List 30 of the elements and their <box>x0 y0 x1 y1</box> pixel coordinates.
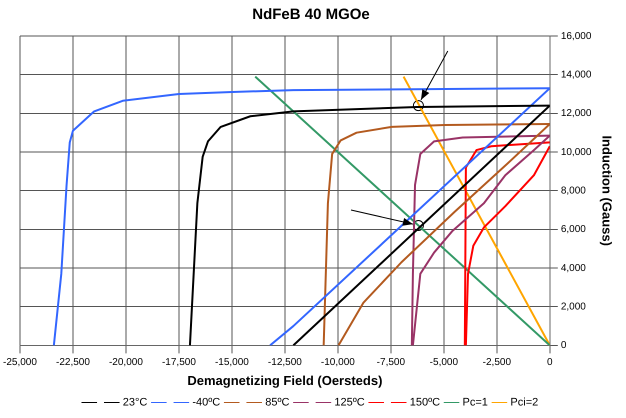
legend-label: Pc=1 <box>462 396 488 409</box>
legend-label: 23°C <box>122 396 148 409</box>
y-tick-label: 6,000 <box>560 224 586 236</box>
y-tick-label: 4,000 <box>560 262 586 274</box>
legend-label: 85ºC <box>265 396 290 409</box>
y-tick-label: 10,000 <box>560 146 592 158</box>
x-tick-label: -25,000 <box>2 357 38 368</box>
y-tick-label: 0 <box>560 340 567 352</box>
legend-label: -40ºC <box>192 396 220 409</box>
x-tick-label: -15,000 <box>214 357 250 368</box>
y-tick-label: 16,000 <box>560 30 592 42</box>
x-tick-label: -7,500 <box>376 357 406 368</box>
legend-label: Pci=2 <box>510 396 538 409</box>
y-tick-label: 14,000 <box>560 69 592 80</box>
x-tick-label: -12,500 <box>268 357 302 368</box>
legend-label: 150ºC <box>410 396 440 409</box>
x-axis-title: Demagnetizing Field (Oersteds) <box>187 372 382 388</box>
x-tick-label: -20,000 <box>108 357 144 368</box>
x-tick-label: -2,500 <box>482 357 512 368</box>
chart-title: NdFeB 40 MGOe <box>252 6 370 24</box>
y-tick-label: 8,000 <box>560 185 586 196</box>
x-tick-label: -17,500 <box>162 357 196 368</box>
x-tick-label: -10,000 <box>320 357 356 368</box>
x-tick-label: -22,500 <box>56 357 90 368</box>
legend-label: 125ºC <box>334 396 365 409</box>
y-tick-label: 12,000 <box>560 108 592 120</box>
y-tick-label: 2,000 <box>560 301 586 312</box>
x-tick-label: -5,000 <box>430 357 458 368</box>
x-tick-label: 0 <box>547 357 554 368</box>
y-axis-title: Induction (Gauss) <box>600 135 615 246</box>
